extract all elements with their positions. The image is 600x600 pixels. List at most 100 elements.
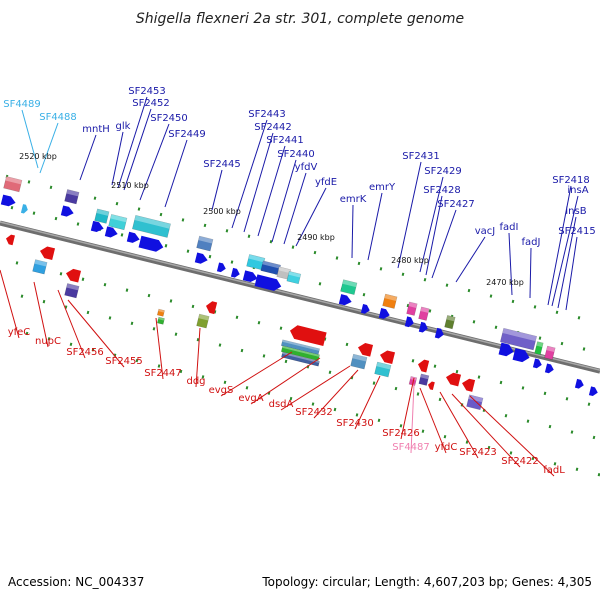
map-title: Shigella flexneri 2a str. 301, complete … [136,11,464,27]
gene-label[interactable]: SF2418 [552,175,590,186]
track-tick [81,277,85,281]
gene-label[interactable]: yfdC [435,442,458,453]
track-tick [164,244,168,248]
gene-label[interactable]: yfeC [8,327,31,338]
gene-label[interactable]: SF2427 [437,199,475,210]
gene-label[interactable]: emrK [340,194,367,205]
track-tick [203,223,207,228]
gene-label[interactable]: SF2432 [295,407,333,418]
gene-label[interactable]: SF2429 [424,166,462,177]
track-tick [191,304,195,309]
gene-label[interactable]: SF2422 [501,456,539,467]
kbp-label: 2490 kbp [297,233,335,242]
track-tick [494,325,498,329]
gene-label[interactable]: insA [567,185,588,196]
gene-label[interactable]: yfdE [315,177,337,188]
track-tick [362,292,366,297]
track-tick [526,419,530,423]
gene-label[interactable]: nupC [35,336,61,347]
gene-label[interactable]: ddg [186,376,205,387]
track-tick [511,299,515,304]
gene-label[interactable]: fadL [543,465,565,476]
leader-line [400,377,415,440]
track-tick [548,424,552,429]
leader-line [211,169,223,211]
track-tick [318,282,322,286]
gene-feature [374,361,392,378]
gene-label[interactable]: SF2447 [144,368,182,379]
gene-label[interactable]: SF2453 [128,86,166,97]
track-tick [411,359,415,363]
gene-feature [64,189,80,205]
gene-label[interactable]: SF2445 [203,159,241,170]
track-tick [472,320,476,324]
gene-label[interactable]: fadI [500,222,519,233]
gene-label[interactable]: yfdV [295,162,318,173]
track-tick [521,386,525,390]
track-tick [262,354,266,358]
gene-label[interactable]: SF2430 [336,418,374,429]
track-tick [20,294,24,298]
gene-label[interactable]: insB [565,206,586,217]
gene-feature [280,345,320,361]
gene-label[interactable]: SF4487 [392,442,430,453]
gene-label[interactable]: SF2456 [66,347,104,358]
gene-label[interactable]: SF2455 [105,356,143,367]
track-tick [489,294,493,298]
track-tick [208,254,212,259]
gene-label[interactable]: evgS [209,385,234,396]
track-tick [42,299,46,304]
gene-feature [466,394,484,411]
track-tick [465,440,469,444]
gene-label[interactable]: SF2441 [266,135,304,146]
gene-feature [90,220,104,233]
track-tick [543,391,547,396]
track-tick [25,331,29,336]
track-tick [289,396,293,401]
track-tick [279,326,283,330]
track-tick [428,309,432,313]
leader-line [354,375,381,430]
gene-label[interactable]: SF2423 [459,447,497,458]
gene-feature [194,252,208,264]
track-tick [223,380,227,385]
leader-line [419,176,444,273]
gene-label[interactable]: fadJ [522,237,541,248]
gene-label[interactable]: SF2452 [132,98,170,109]
gene-label[interactable]: SF2440 [277,149,315,160]
gene-label[interactable]: SF2449 [168,129,206,140]
gene-feature [290,325,327,347]
gene-feature [6,234,15,246]
gene-label[interactable]: SF2428 [423,185,461,196]
gene-label[interactable]: SF2431 [402,151,440,162]
leader-line [410,383,415,454]
track-tick [421,429,425,433]
gene-feature [340,279,358,295]
track-tick [47,337,51,341]
gene-label[interactable]: SF2443 [248,109,286,120]
gene-label[interactable]: SF2450 [150,113,188,124]
gene-label[interactable]: evgA [238,393,263,404]
gene-label[interactable]: SF2415 [558,226,596,237]
track-tick [335,256,339,260]
gene-label[interactable]: vacJ [475,226,496,237]
gene-feature [428,381,435,391]
gene-label[interactable]: emrY [369,182,396,193]
gene-label[interactable]: SF2426 [382,428,420,439]
gene-label[interactable]: glk [116,121,131,132]
gene-label[interactable]: SF4489 [3,99,41,110]
leader-line [425,195,443,276]
gene-label[interactable]: dsdA [269,399,294,410]
gene-label[interactable]: SF2442 [254,122,292,133]
leader-line [21,109,39,169]
track-tick [103,282,107,287]
leader-line [79,134,97,181]
leader-line [67,299,125,368]
track-tick [235,315,239,319]
gene-label[interactable]: SF4488 [39,112,77,123]
track-tick [93,196,97,200]
track-tick [328,370,332,374]
gene-feature [64,283,80,299]
gene-feature [156,316,165,325]
gene-label[interactable]: mntH [82,124,110,135]
